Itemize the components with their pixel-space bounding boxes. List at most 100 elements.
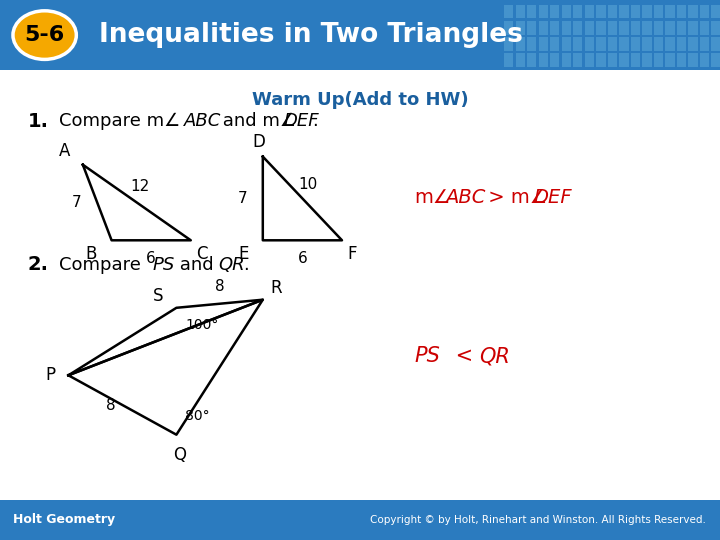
Text: Warm Up(Add to HW): Warm Up(Add to HW) <box>252 91 468 109</box>
Text: Copyright © by Holt, Rinehart and Winston. All Rights Reserved.: Copyright © by Holt, Rinehart and Winsto… <box>370 515 706 525</box>
Text: DEF: DEF <box>534 187 572 207</box>
FancyBboxPatch shape <box>573 37 582 51</box>
FancyBboxPatch shape <box>631 53 640 67</box>
Text: F: F <box>348 245 357 262</box>
FancyBboxPatch shape <box>608 37 617 51</box>
FancyBboxPatch shape <box>539 53 548 67</box>
FancyBboxPatch shape <box>550 53 559 67</box>
Text: > m∠: > m∠ <box>482 187 548 207</box>
Text: Compare m∠: Compare m∠ <box>59 112 180 131</box>
FancyBboxPatch shape <box>654 53 663 67</box>
Text: ABC: ABC <box>184 112 221 131</box>
FancyBboxPatch shape <box>504 5 513 18</box>
FancyBboxPatch shape <box>631 37 640 51</box>
FancyBboxPatch shape <box>700 53 709 67</box>
Text: Inequalities in Two Triangles: Inequalities in Two Triangles <box>99 22 523 48</box>
FancyBboxPatch shape <box>585 21 594 35</box>
Text: 2.: 2. <box>27 255 48 274</box>
Text: C: C <box>197 245 208 262</box>
FancyBboxPatch shape <box>700 5 709 18</box>
FancyBboxPatch shape <box>539 37 548 51</box>
Text: Holt Geometry: Holt Geometry <box>13 513 115 526</box>
FancyBboxPatch shape <box>585 5 594 18</box>
FancyBboxPatch shape <box>654 5 663 18</box>
FancyBboxPatch shape <box>642 37 652 51</box>
Text: 6: 6 <box>297 251 307 266</box>
FancyBboxPatch shape <box>688 53 698 67</box>
FancyBboxPatch shape <box>585 37 594 51</box>
Text: R: R <box>270 279 282 297</box>
FancyBboxPatch shape <box>504 53 513 67</box>
FancyBboxPatch shape <box>527 37 536 51</box>
Text: and m∠: and m∠ <box>217 112 297 131</box>
FancyBboxPatch shape <box>619 53 629 67</box>
FancyBboxPatch shape <box>550 5 559 18</box>
FancyBboxPatch shape <box>688 5 698 18</box>
Text: 1.: 1. <box>27 112 48 131</box>
Text: PS: PS <box>414 346 440 367</box>
Text: ABC: ABC <box>445 187 485 207</box>
Text: 7: 7 <box>72 195 81 210</box>
FancyBboxPatch shape <box>642 53 652 67</box>
FancyBboxPatch shape <box>504 21 513 35</box>
FancyBboxPatch shape <box>665 5 675 18</box>
FancyBboxPatch shape <box>550 37 559 51</box>
FancyBboxPatch shape <box>527 5 536 18</box>
FancyBboxPatch shape <box>677 5 686 18</box>
FancyBboxPatch shape <box>654 21 663 35</box>
FancyBboxPatch shape <box>642 5 652 18</box>
FancyBboxPatch shape <box>562 53 571 67</box>
Text: m∠: m∠ <box>414 187 451 207</box>
FancyBboxPatch shape <box>619 21 629 35</box>
FancyBboxPatch shape <box>711 37 720 51</box>
FancyBboxPatch shape <box>700 37 709 51</box>
FancyBboxPatch shape <box>665 53 675 67</box>
Text: A: A <box>58 143 70 160</box>
FancyBboxPatch shape <box>665 37 675 51</box>
Text: B: B <box>86 245 97 262</box>
FancyBboxPatch shape <box>700 21 709 35</box>
Text: Compare: Compare <box>59 255 147 274</box>
FancyBboxPatch shape <box>550 21 559 35</box>
FancyBboxPatch shape <box>539 5 548 18</box>
FancyBboxPatch shape <box>516 53 525 67</box>
FancyBboxPatch shape <box>596 5 606 18</box>
FancyBboxPatch shape <box>677 37 686 51</box>
FancyBboxPatch shape <box>596 37 606 51</box>
Text: QR: QR <box>479 346 510 367</box>
Text: 10: 10 <box>299 177 318 192</box>
Text: PS: PS <box>153 255 175 274</box>
Ellipse shape <box>13 11 76 59</box>
FancyBboxPatch shape <box>516 21 525 35</box>
FancyBboxPatch shape <box>608 21 617 35</box>
FancyBboxPatch shape <box>711 21 720 35</box>
Text: 80°: 80° <box>185 409 210 423</box>
Text: 5-6: 5-6 <box>24 25 65 45</box>
FancyBboxPatch shape <box>0 500 720 540</box>
Text: and: and <box>174 255 220 274</box>
FancyBboxPatch shape <box>562 37 571 51</box>
FancyBboxPatch shape <box>619 37 629 51</box>
Text: .: . <box>312 112 318 131</box>
FancyBboxPatch shape <box>631 5 640 18</box>
Text: <: < <box>449 346 480 367</box>
Text: 7: 7 <box>238 191 247 206</box>
FancyBboxPatch shape <box>516 37 525 51</box>
FancyBboxPatch shape <box>573 21 582 35</box>
Text: .: . <box>243 255 248 274</box>
Text: 6: 6 <box>146 251 156 266</box>
Text: 100°: 100° <box>185 318 218 332</box>
FancyBboxPatch shape <box>562 5 571 18</box>
FancyBboxPatch shape <box>539 21 548 35</box>
FancyBboxPatch shape <box>619 5 629 18</box>
FancyBboxPatch shape <box>711 53 720 67</box>
FancyBboxPatch shape <box>562 21 571 35</box>
FancyBboxPatch shape <box>631 21 640 35</box>
FancyBboxPatch shape <box>596 21 606 35</box>
FancyBboxPatch shape <box>527 21 536 35</box>
FancyBboxPatch shape <box>573 53 582 67</box>
FancyBboxPatch shape <box>688 21 698 35</box>
FancyBboxPatch shape <box>573 5 582 18</box>
Text: QR: QR <box>218 255 245 274</box>
FancyBboxPatch shape <box>504 37 513 51</box>
